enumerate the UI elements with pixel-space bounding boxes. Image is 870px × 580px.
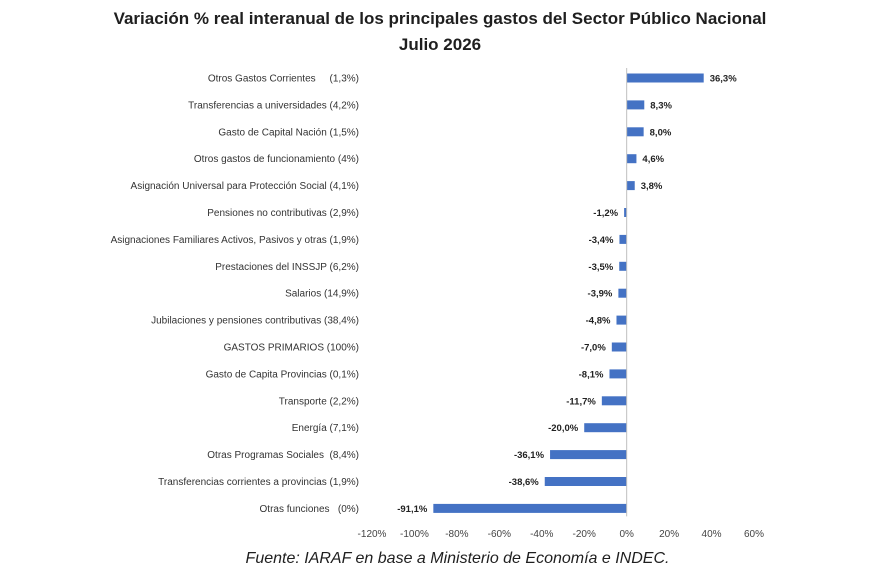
bar	[626, 100, 645, 110]
chart-title-line2: Julio 2026	[398, 35, 482, 54]
x-tick-label: -20%	[573, 529, 596, 540]
bar	[619, 261, 627, 271]
bar	[609, 369, 627, 379]
data-label: -11,7%	[566, 396, 596, 407]
category-label: Otras Programas Sociales (8,4%)	[207, 450, 359, 461]
data-label: -8,1%	[579, 369, 604, 380]
category-label: Otros Gastos Corrientes (1,3%)	[208, 74, 359, 85]
data-label: -36,1%	[514, 450, 545, 461]
category-label: Gasto de Capital Nación (1,5%)	[218, 127, 359, 138]
bar	[433, 503, 627, 513]
bar-chart: Otros Gastos Corrientes (1,3%) 36,3% Trans…	[111, 68, 764, 540]
category-label: Transferencias a universidades (4,2%)	[188, 100, 359, 111]
bar	[618, 288, 627, 298]
x-tick-label: -120%	[358, 529, 387, 540]
category-label: Asignación Universal para Protección Soc…	[131, 181, 359, 192]
bar	[601, 396, 627, 406]
data-label: 8,3%	[650, 100, 672, 111]
category-label: Energía (7,1%)	[292, 423, 359, 434]
category-label: Jubilaciones y pensiones contributivas (…	[151, 316, 359, 327]
x-tick-label: 40%	[702, 529, 722, 540]
category-label: Pensiones no contributivas (2,9%)	[207, 208, 359, 219]
data-label: 36,3%	[710, 74, 737, 85]
chart-title: Variación % real interanual de los princ…	[0, 6, 870, 58]
x-tick-label: -100%	[400, 529, 429, 540]
x-tick-label: -40%	[530, 529, 553, 540]
category-label: Asignaciones Familiares Activos, Pasivos…	[111, 235, 359, 246]
data-label: -3,9%	[588, 289, 613, 300]
bar	[624, 208, 627, 217]
category-label: Otros gastos de funcionamiento (4%)	[194, 154, 359, 165]
x-tick-label: -60%	[488, 529, 511, 540]
x-tick-label: 0%	[619, 529, 634, 540]
data-label: -20,0%	[548, 423, 579, 434]
bar	[626, 73, 704, 83]
bar	[611, 342, 627, 352]
category-label: GASTOS PRIMARIOS (100%)	[224, 343, 359, 354]
data-label: -7,0%	[581, 343, 606, 354]
data-label: 3,8%	[641, 181, 663, 192]
category-label: Gasto de Capita Provincias (0,1%)	[206, 369, 359, 380]
bar	[619, 234, 627, 244]
data-label: 4,6%	[642, 154, 664, 165]
data-label: 8,0%	[650, 127, 672, 138]
category-label: Prestaciones del INSSJP (6,2%)	[215, 262, 359, 273]
chart-title-line1: Variación % real interanual de los princ…	[113, 9, 767, 28]
category-label: Transferencias corrientes a provincias (…	[158, 477, 359, 488]
source-note: Fuente: IARAF en base a Ministerio de Ec…	[245, 550, 670, 567]
data-label: -91,1%	[397, 504, 428, 515]
data-label: -38,6%	[509, 477, 540, 488]
bar	[626, 154, 637, 164]
bar	[544, 477, 627, 486]
bar	[584, 423, 627, 433]
bar	[626, 127, 644, 137]
data-label: -4,8%	[586, 316, 611, 327]
category-label: Otras funciones (0%)	[260, 504, 359, 515]
x-tick-label: -80%	[445, 529, 468, 540]
data-label: -1,2%	[593, 208, 618, 219]
category-label: Salarios (14,9%)	[285, 289, 359, 300]
bar	[550, 450, 627, 460]
x-tick-label: 20%	[659, 529, 679, 540]
x-tick-label: 60%	[744, 529, 764, 540]
data-label: -3,5%	[588, 262, 613, 273]
data-label: -3,4%	[589, 235, 614, 246]
bar	[626, 181, 635, 191]
bar	[616, 315, 627, 325]
category-label: Transporte (2,2%)	[279, 396, 359, 407]
